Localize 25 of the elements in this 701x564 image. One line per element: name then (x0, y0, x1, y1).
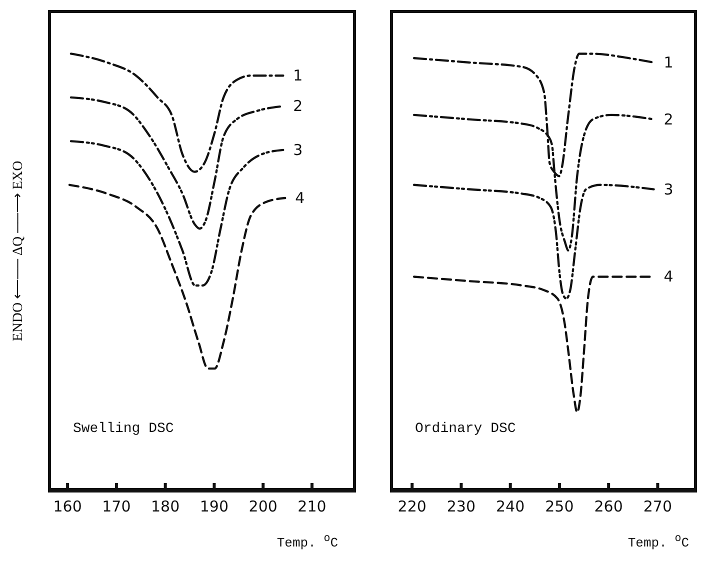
annotation: Ordinary DSC (415, 421, 516, 437)
x-tick-label: 210 (298, 498, 326, 516)
x-tick-label: 200 (248, 498, 278, 516)
annotation: Swelling DSC (73, 421, 174, 437)
series-label: 3 (293, 140, 303, 159)
series-label: 1 (293, 66, 303, 85)
x-axis-title: Temp. $^{o}$C (628, 533, 689, 550)
x-tick-label: 260 (594, 498, 623, 516)
x-tick-label: 190 (200, 498, 229, 516)
y-axis-title: ENDO ⟵── ΔQ ──⟶ EXO (10, 160, 27, 341)
x-tick-label: 160 (53, 498, 82, 516)
series-label: 4 (664, 268, 674, 286)
x-tick-label: 220 (398, 498, 426, 516)
series-label: 4 (295, 189, 305, 208)
x-tick-label: 270 (643, 498, 672, 516)
x-tick-label: 230 (446, 498, 476, 516)
x-tick-label: 180 (151, 498, 180, 516)
x-tick-label: 250 (545, 498, 574, 516)
x-tick-label: 240 (496, 498, 525, 516)
x-tick-label: 170 (102, 498, 131, 516)
series-label: 1 (664, 53, 674, 72)
series-label: 2 (293, 97, 303, 116)
series-label: 3 (664, 180, 674, 198)
series-label: 2 (664, 110, 674, 128)
x-axis-title: Temp. $^{o}$C (276, 533, 338, 550)
